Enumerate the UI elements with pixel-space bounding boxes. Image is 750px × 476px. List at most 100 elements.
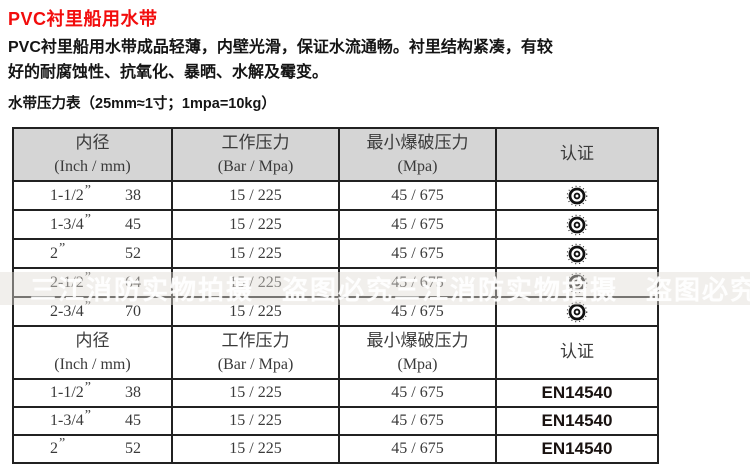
header-inner-diameter: 内径 (Inch / mm) [12,325,173,380]
cell-burst-pressure: 45 / 675 [338,378,497,408]
mm-value: 52 [125,244,141,262]
table-row: 1-1/2” 38 15 / 225 45 / 675 EN14540 [12,378,659,408]
cell-burst-pressure: 45 / 675 [338,267,497,298]
mm-value: 45 [125,412,141,429]
mm-value: 70 [125,302,141,320]
header-working-pressure-unit: (Bar / Mpa) [217,158,294,176]
header-burst-pressure-unit: (Mpa) [397,356,438,374]
inch-value: 2-1/2 [50,273,84,291]
inch-value: 1-1/2 [50,186,84,204]
page-title: PVC衬里船用水带 [8,9,158,29]
cell-working-pressure: 15 / 225 [171,406,340,436]
inch-mark: ” [84,380,91,395]
mm-value: 52 [125,440,141,457]
product-description: PVC衬里船用水带成品轻薄，内壁光滑，保证水流通畅。衬里结构紧凑，有较 好的耐腐… [8,35,688,85]
header-working-pressure: 工作压力 (Bar / Mpa) [171,325,340,380]
inch-mark: ” [84,408,91,423]
cell-diameter: 1-1/2” 38 [12,180,173,211]
table-row: 2” 52 15 / 225 45 / 675 EN14540 [12,434,659,464]
header-working-pressure-label: 工作压力 [221,330,290,350]
cell-certification: EN14540 [495,378,659,408]
cell-working-pressure: 15 / 225 [171,296,340,327]
certification-bullseye-icon [566,243,588,265]
certification-bullseye-icon [566,214,588,236]
cell-diameter: 2” 52 [12,434,173,464]
cell-working-pressure: 15 / 225 [171,209,340,240]
cell-diameter: 1-3/4” 45 [12,406,173,436]
cell-burst-pressure: 45 / 675 [338,209,497,240]
inch-mark: ” [84,211,91,227]
inch-value: 2 [50,440,58,457]
cell-certification [495,238,659,269]
certification-bullseye-icon [566,185,588,207]
table-row: 1-1/2” 38 15 / 225 45 / 675 [12,180,659,211]
table-row: 2-1/2” 64 15 / 225 45 / 675 [12,267,659,298]
table-row: 1-3/4” 45 15 / 225 45 / 675 [12,209,659,240]
mm-value: 38 [125,186,141,204]
description-line-2: 好的耐腐蚀性、抗氧化、暴晒、水解及霉变。 [8,64,329,81]
cell-diameter: 1-3/4” 45 [12,209,173,240]
inch-mark: ” [59,240,66,256]
header-inner-diameter-unit: (Inch / mm) [54,356,131,374]
inch-value: 2 [50,244,58,262]
certification-standard: EN14540 [541,439,613,458]
cell-burst-pressure: 45 / 675 [338,296,497,327]
cell-diameter: 2-1/2” 64 [12,267,173,298]
inch-value: 2-3/4 [50,302,84,320]
inch-mark: ” [59,436,66,451]
header-certification: 认证 [495,325,659,380]
description-line-1: PVC衬里船用水带成品轻薄，内壁光滑，保证水流通畅。衬里结构紧凑，有较 [8,39,553,56]
header-certification-label: 认证 [560,342,594,362]
cell-certification [495,180,659,211]
header-inner-diameter-unit: (Inch / mm) [54,158,131,176]
pressure-table-caption: 水带压力表（25mm≈1寸；1mpa=10kg） [8,96,276,112]
header-working-pressure-unit: (Bar / Mpa) [217,356,294,374]
cell-diameter: 1-1/2” 38 [12,378,173,408]
certification-standard: EN14540 [541,383,613,402]
cell-diameter: 2-3/4” 70 [12,296,173,327]
cell-burst-pressure: 45 / 675 [338,406,497,436]
cell-certification [495,267,659,298]
header-inner-diameter: 内径 (Inch / mm) [12,127,173,182]
header-working-pressure-label: 工作压力 [221,132,290,152]
cell-working-pressure: 15 / 225 [171,378,340,408]
cell-certification [495,296,659,327]
header-burst-pressure-unit: (Mpa) [397,158,438,176]
table-row: 2-3/4” 70 15 / 225 45 / 675 [12,296,659,327]
header-burst-pressure-label: 最小爆破压力 [366,330,469,350]
pressure-table: 内径 (Inch / mm) 工作压力 (Bar / Mpa) 最小爆破压力 (… [12,127,659,464]
inch-mark: ” [84,298,91,314]
header-inner-diameter-label: 内径 [75,330,110,350]
header-inner-diameter-label: 内径 [75,132,110,152]
cell-working-pressure: 15 / 225 [171,238,340,269]
cell-burst-pressure: 45 / 675 [338,180,497,211]
table-row: 2” 52 15 / 225 45 / 675 [12,238,659,269]
table1-header-row: 内径 (Inch / mm) 工作压力 (Bar / Mpa) 最小爆破压力 (… [12,127,659,182]
header-certification: 认证 [495,127,659,182]
inch-mark: ” [84,269,91,285]
cell-certification [495,209,659,240]
certification-standard: EN14540 [541,411,613,430]
mm-value: 38 [125,384,141,401]
certification-bullseye-icon [566,301,588,323]
certification-bullseye-icon [566,272,588,294]
cell-working-pressure: 15 / 225 [171,267,340,298]
header-burst-pressure: 最小爆破压力 (Mpa) [338,127,497,182]
header-working-pressure: 工作压力 (Bar / Mpa) [171,127,340,182]
cell-diameter: 2” 52 [12,238,173,269]
inch-value: 1-1/2 [50,384,84,401]
header-certification-label: 认证 [560,144,594,164]
mm-value: 45 [125,215,141,233]
cell-working-pressure: 15 / 225 [171,180,340,211]
table-row: 1-3/4” 45 15 / 225 45 / 675 EN14540 [12,406,659,436]
cell-burst-pressure: 45 / 675 [338,434,497,464]
cell-burst-pressure: 45 / 675 [338,238,497,269]
header-burst-pressure: 最小爆破压力 (Mpa) [338,325,497,380]
cell-certification: EN14540 [495,406,659,436]
inch-value: 1-3/4 [50,215,84,233]
inch-mark: ” [84,182,91,198]
cell-working-pressure: 15 / 225 [171,434,340,464]
cell-certification: EN14540 [495,434,659,464]
mm-value: 64 [125,273,141,291]
